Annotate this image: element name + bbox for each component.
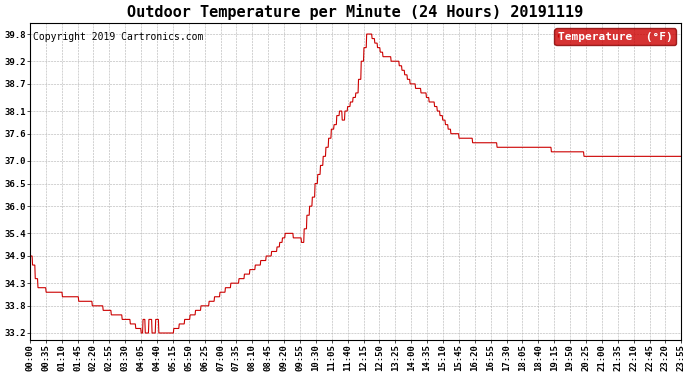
Title: Outdoor Temperature per Minute (24 Hours) 20191119: Outdoor Temperature per Minute (24 Hours… bbox=[128, 4, 584, 20]
Legend: Temperature  (°F): Temperature (°F) bbox=[554, 28, 676, 45]
Text: Copyright 2019 Cartronics.com: Copyright 2019 Cartronics.com bbox=[33, 32, 204, 42]
